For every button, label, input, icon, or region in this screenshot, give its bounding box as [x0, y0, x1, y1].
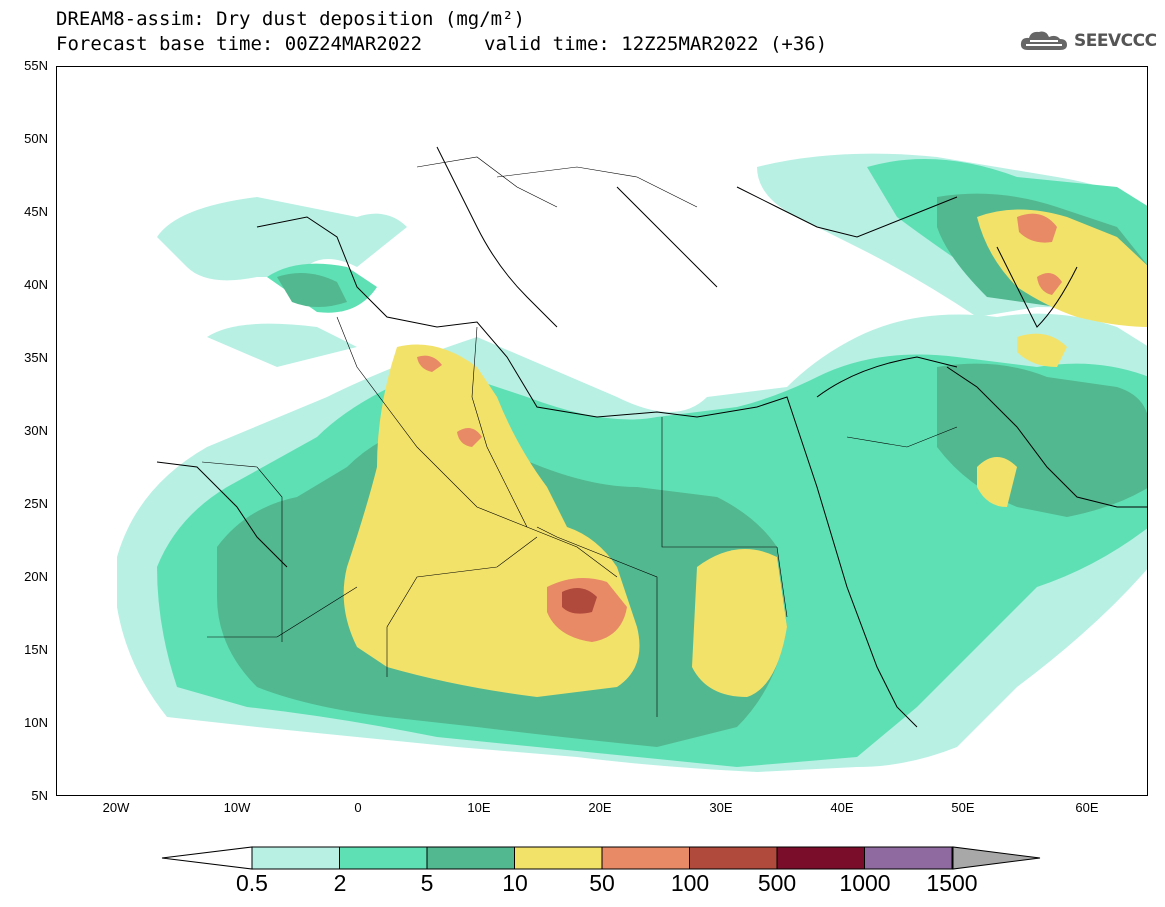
- colorbar-label: 2: [333, 870, 347, 896]
- colorbar-label: 50: [589, 870, 615, 896]
- colorbar-over-arrow: [952, 846, 1041, 870]
- lat-label: 45N: [24, 204, 48, 219]
- colorbar-box: [426, 846, 515, 870]
- lat-label: 10N: [24, 715, 48, 730]
- forecast-base-time: Forecast base time: 00Z24MAR2022: [56, 33, 423, 55]
- colorbar-label: 1500: [926, 870, 978, 896]
- lon-label: 20E: [588, 800, 612, 815]
- coastlines: [156, 146, 1147, 728]
- country-borders: [201, 156, 958, 717]
- colorbar-label: 1000: [839, 870, 891, 896]
- lon-label: 0: [354, 800, 362, 815]
- lat-label: 55N: [24, 58, 48, 73]
- dust-contour-100: [562, 588, 597, 614]
- lon-label: 60E: [1075, 800, 1099, 815]
- lon-label: 20W: [102, 800, 130, 815]
- colorbar-label: 100: [670, 870, 710, 896]
- colorbar-under-arrow: [161, 846, 253, 870]
- colorbar-box: [776, 846, 865, 870]
- lat-label: 30N: [24, 423, 48, 438]
- lat-label: 40N: [24, 277, 48, 292]
- colorbar-box: [339, 846, 428, 870]
- lon-label: 50E: [951, 800, 975, 815]
- colorbar-box: [514, 846, 603, 870]
- colorbar-label: 10: [502, 870, 528, 896]
- colorbar-label: 0.5: [236, 870, 268, 896]
- colorbar-box: [689, 846, 778, 870]
- valid-time: valid time: 12Z25MAR2022 (+36): [484, 33, 828, 55]
- lat-label: 20N: [24, 569, 48, 584]
- colorbar-box: [601, 846, 690, 870]
- seevccc-logo: SEEVCCC: [1018, 28, 1157, 54]
- cloud-icon: [1020, 31, 1067, 50]
- lon-label: 10E: [467, 800, 491, 815]
- colorbar: [161, 846, 1041, 870]
- lat-label: 25N: [24, 496, 48, 511]
- colorbar-label: 500: [757, 870, 797, 896]
- lon-label: 10W: [223, 800, 251, 815]
- map-title: DREAM8-assim: Dry dust deposition (mg/m²…: [56, 8, 525, 30]
- logo-text: SEEVCCC: [1074, 31, 1157, 51]
- colorbar-label: 5: [420, 870, 434, 896]
- lat-label: 35N: [24, 350, 48, 365]
- lon-label: 40E: [830, 800, 854, 815]
- lat-label: 50N: [24, 131, 48, 146]
- colorbar-box: [251, 846, 340, 870]
- dust-deposition-map: [56, 66, 1148, 796]
- lon-label: 30E: [709, 800, 733, 815]
- lat-label: 15N: [24, 642, 48, 657]
- lat-label: 5N: [31, 788, 48, 803]
- colorbar-box: [864, 846, 953, 870]
